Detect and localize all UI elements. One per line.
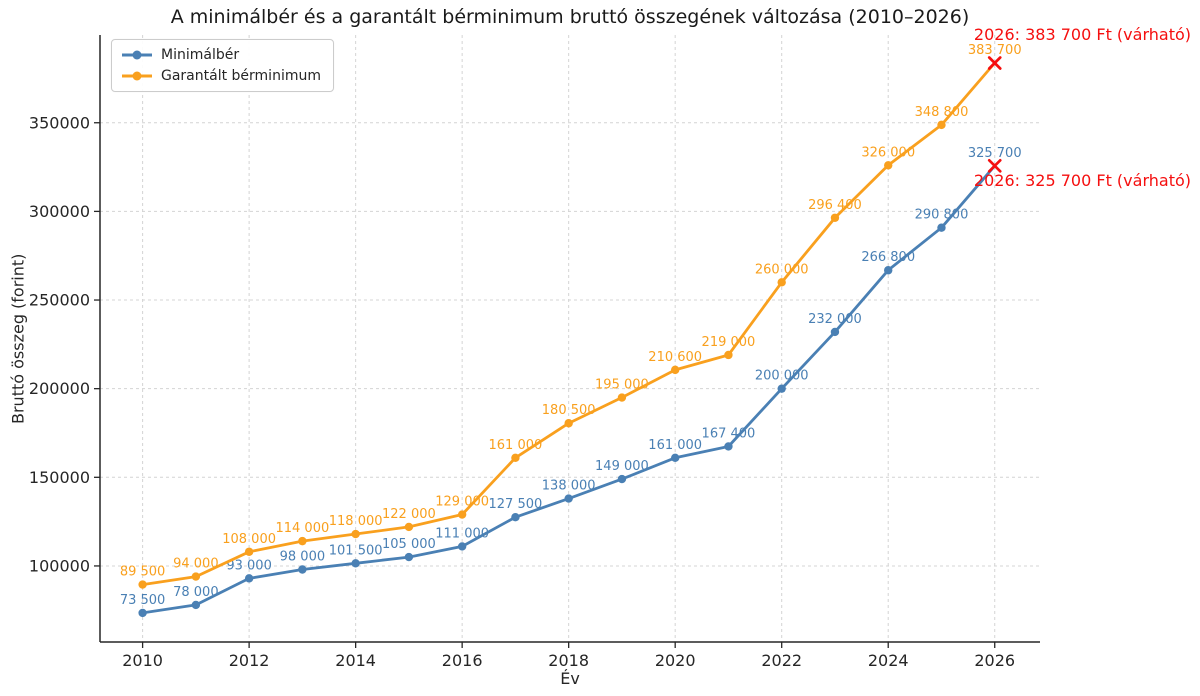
- data-point: [617, 393, 627, 402]
- y-tick-label: 100000: [29, 556, 90, 575]
- data-point: [830, 213, 840, 222]
- data-point-label: 161 000: [489, 438, 543, 453]
- data-point: [884, 266, 893, 275]
- x-tick-label: 2022: [761, 651, 802, 670]
- data-point-label: 290 800: [915, 208, 969, 223]
- data-point: [564, 419, 573, 428]
- data-point-label: 78 000: [173, 585, 219, 600]
- data-point-label: 93 000: [226, 558, 272, 573]
- data-point-label: 108 000: [222, 532, 276, 547]
- data-point: [937, 223, 946, 232]
- data-point-label: 260 000: [755, 262, 809, 277]
- data-point: [191, 600, 201, 610]
- legend-item-minimalber: Minimálbér: [121, 47, 321, 63]
- data-point-label: 127 500: [489, 497, 543, 512]
- data-point: [937, 120, 946, 130]
- forecast-annotation: 2026: 325 700 Ft (várható): [974, 171, 1191, 190]
- data-point-label: 129 000: [435, 495, 489, 510]
- x-tick-label: 2024: [868, 651, 909, 670]
- data-point-label: 232 000: [808, 312, 862, 327]
- data-point: [404, 552, 414, 562]
- data-point-label: 383 700: [968, 43, 1022, 58]
- data-point: [511, 453, 520, 463]
- data-point: [351, 529, 360, 539]
- legend-swatch-minimalber-icon: [122, 50, 152, 60]
- x-tick-label: 2012: [229, 651, 270, 670]
- y-tick-label: 300000: [29, 202, 90, 221]
- data-point: [298, 536, 307, 546]
- y-axis-label: Bruttó összeg (forint): [8, 253, 28, 424]
- data-point-label: 101 500: [329, 543, 383, 558]
- data-point-label: 98 000: [280, 549, 326, 564]
- forecast-x-marker-icon: [987, 158, 1002, 173]
- legend-item-garantalt: Garantált bérminimum: [121, 68, 321, 84]
- x-axis-label: Év: [560, 669, 580, 688]
- data-point: [457, 510, 467, 519]
- data-point: [138, 608, 147, 618]
- data-point-label: 296 400: [808, 198, 862, 213]
- data-point-label: 167 400: [702, 426, 756, 441]
- x-tick-label: 2020: [655, 651, 696, 670]
- data-point-label: 89 500: [120, 565, 166, 580]
- data-point-label: 73 500: [120, 593, 166, 608]
- legend-label-garantalt: Garantált bérminimum: [161, 68, 321, 84]
- data-point: [404, 522, 414, 532]
- data-point: [191, 572, 201, 581]
- data-point-label: 111 000: [435, 526, 489, 541]
- data-point: [138, 580, 147, 589]
- data-point-label: 149 000: [595, 459, 649, 474]
- data-point: [617, 474, 627, 484]
- data-point-label: 348 800: [915, 105, 969, 120]
- data-point: [298, 565, 307, 574]
- y-tick-label: 200000: [29, 379, 90, 398]
- data-point-label: 266 800: [861, 250, 915, 265]
- data-point: [777, 384, 786, 393]
- data-point: [724, 350, 733, 360]
- data-point: [244, 547, 254, 556]
- data-point-label: 326 000: [861, 145, 915, 160]
- forecast-x-marker-icon: [987, 56, 1002, 70]
- y-tick-label: 150000: [29, 468, 90, 487]
- data-point-label: 180 500: [542, 403, 596, 418]
- forecast-annotation: 2026: 383 700 Ft (várható): [974, 25, 1191, 44]
- x-tick-label: 2010: [122, 651, 163, 670]
- data-point: [670, 453, 680, 463]
- data-point-label: 118 000: [329, 514, 383, 529]
- data-point-label: 210 600: [648, 350, 702, 365]
- legend-swatch-garantalt-icon: [122, 71, 152, 81]
- data-point-label: 114 000: [275, 521, 329, 536]
- data-point-label: 122 000: [382, 507, 436, 522]
- data-point-label: 105 000: [382, 537, 436, 552]
- legend: Minimálbér Garantált bérminimum: [111, 39, 334, 92]
- data-point-label: 200 000: [755, 369, 809, 384]
- data-point: [884, 161, 893, 170]
- data-point-label: 219 000: [702, 335, 756, 350]
- legend-label-minimalber: Minimálbér: [161, 47, 240, 63]
- data-point-label: 325 700: [968, 146, 1022, 161]
- data-point: [724, 442, 733, 451]
- data-point: [351, 559, 360, 568]
- x-tick-label: 2016: [442, 651, 483, 670]
- data-point-label: 161 000: [648, 438, 702, 453]
- data-point: [830, 327, 840, 337]
- y-tick-label: 350000: [29, 113, 90, 132]
- y-tick-label: 250000: [29, 291, 90, 310]
- data-point-label: 138 000: [542, 479, 596, 494]
- data-point: [564, 494, 573, 503]
- data-point: [511, 512, 520, 522]
- data-point: [670, 365, 680, 375]
- x-tick-label: 2026: [974, 651, 1015, 670]
- data-point: [244, 574, 254, 583]
- data-point: [457, 542, 467, 551]
- x-tick-label: 2018: [548, 651, 589, 670]
- chart-title: A minimálbér és a garantált bérminimum b…: [170, 6, 970, 28]
- x-tick-label: 2014: [335, 651, 376, 670]
- data-point-label: 195 000: [595, 378, 649, 393]
- data-point-label: 94 000: [173, 557, 219, 572]
- data-point: [777, 278, 786, 287]
